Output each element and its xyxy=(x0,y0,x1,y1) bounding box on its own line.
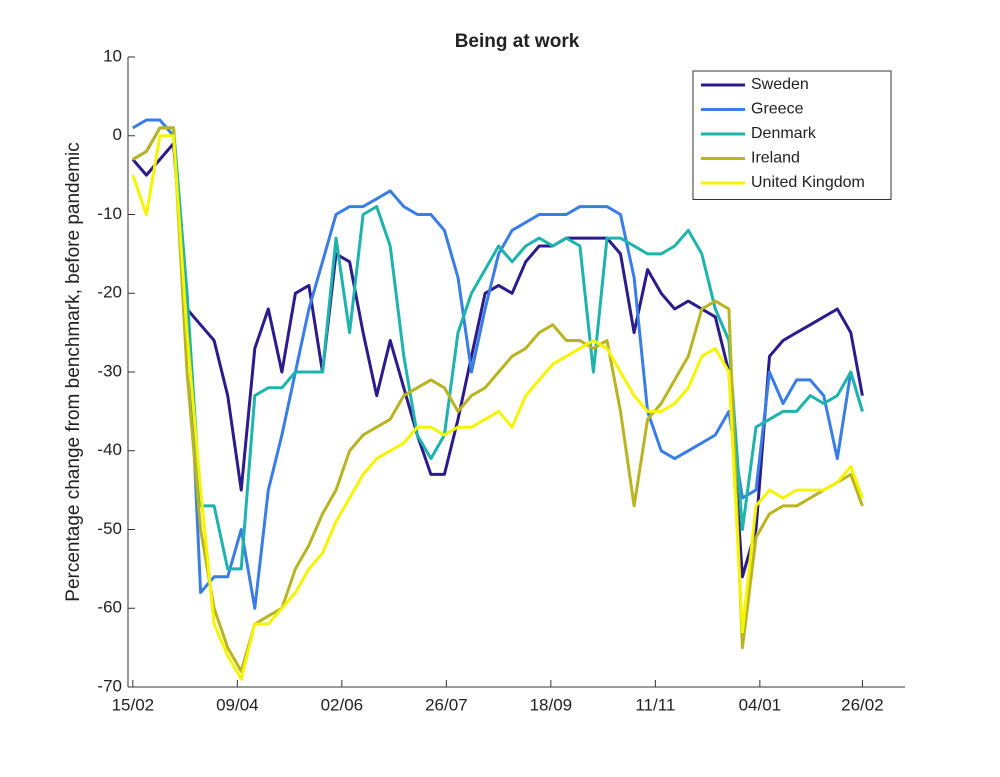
legend-label: United Kingdom xyxy=(751,174,865,191)
legend-label: Ireland xyxy=(751,150,800,167)
x-tick-label: 15/02 xyxy=(112,695,155,714)
y-tick-label: 10 xyxy=(103,46,122,65)
x-tick-label: 04/01 xyxy=(739,695,782,714)
legend-label: Denmark xyxy=(751,125,817,142)
series-line xyxy=(131,134,864,681)
x-tick-label: 18/09 xyxy=(530,695,573,714)
y-tick-label: -60 xyxy=(97,598,122,617)
x-tick-label: 26/07 xyxy=(425,695,468,714)
y-tick-label: -50 xyxy=(97,519,122,538)
x-tick-label: 02/06 xyxy=(321,695,364,714)
legend-label: Sweden xyxy=(751,76,809,93)
legend-label: Greece xyxy=(751,101,804,118)
y-axis-label: Percentage change from benchmark, before… xyxy=(63,142,84,601)
chart-title: Being at work xyxy=(455,31,580,52)
x-tick-label: 11/11 xyxy=(635,695,675,714)
y-tick-label: -10 xyxy=(97,204,122,223)
series-line xyxy=(132,118,864,610)
series-line xyxy=(132,126,864,571)
x-tick-label: 09/04 xyxy=(216,695,259,714)
y-tick-label: -20 xyxy=(97,283,122,302)
x-tick-label: 26/02 xyxy=(841,695,884,714)
y-tick-label: -30 xyxy=(97,361,122,380)
y-tick-label: -70 xyxy=(97,676,122,695)
series-line xyxy=(131,142,864,579)
y-tick-label: -40 xyxy=(97,440,122,459)
y-tick-label: 0 xyxy=(113,125,122,144)
